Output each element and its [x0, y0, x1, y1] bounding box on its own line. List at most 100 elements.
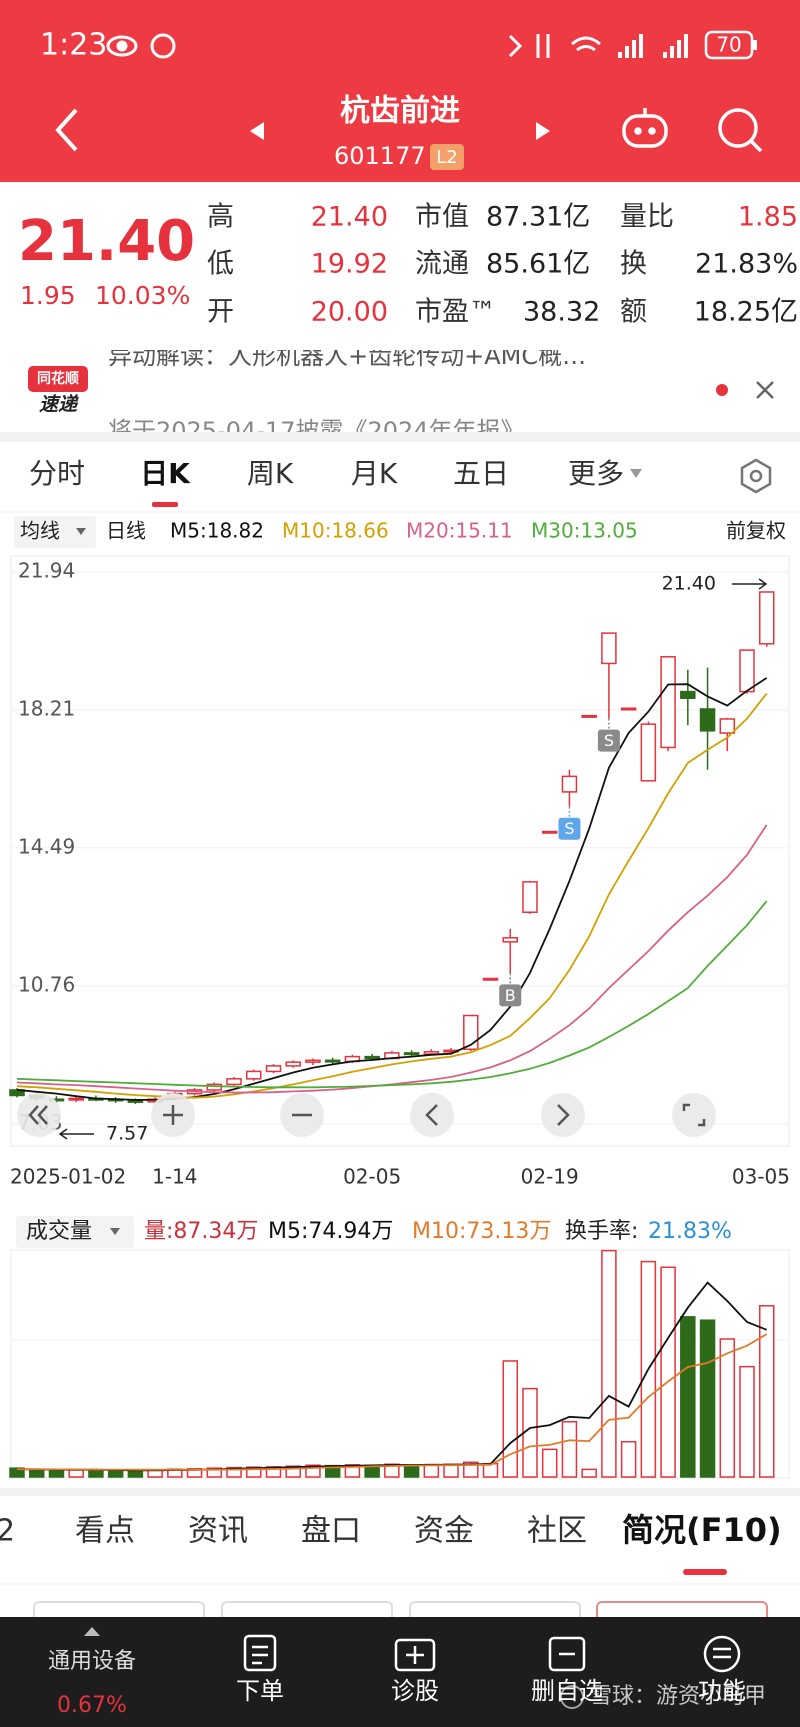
nav-item[interactable]: 下单 [236, 1677, 284, 1705]
y-tick-label: 21.94 [18, 559, 75, 583]
news-close[interactable] [756, 381, 774, 399]
candle-body [699, 708, 716, 732]
annotation: 21.40 [662, 572, 716, 594]
volume-menu[interactable]: 成交量 [26, 1219, 92, 1244]
nav-item[interactable]: 功能 [698, 1677, 746, 1705]
volume-bar [246, 1466, 262, 1478]
decoration [663, 52, 667, 58]
volume-bar [68, 1469, 84, 1478]
candle-body [739, 649, 755, 693]
stock-name: 杭齿前进 [340, 94, 460, 129]
detail-tab[interactable]: 看点 [75, 1514, 135, 1549]
candle-body [246, 1070, 262, 1080]
decoration [648, 127, 656, 135]
volume-bar [285, 1465, 301, 1478]
x-tick-label: 03-05 [732, 1165, 790, 1189]
news-banner[interactable]: 异动解读：人形机器人+齿轮传动+AMC概… 将于2025-04-17披露《202… [108, 342, 586, 445]
ma-menu-bg[interactable] [14, 516, 96, 548]
period-tab[interactable]: 月K [351, 457, 398, 490]
control-left[interactable] [410, 1093, 454, 1137]
volume-bar [206, 1467, 223, 1478]
volume-bar [601, 1249, 617, 1478]
legend-entry: M5:74.94万 [268, 1219, 393, 1244]
legend-entry: 量:87.34万 [144, 1219, 258, 1244]
decoration [508, 34, 550, 58]
annotation-arrow [732, 578, 768, 590]
control-fullscreen[interactable] [672, 1093, 716, 1137]
prev-stock[interactable] [250, 122, 264, 140]
y-tick-label: 10.76 [18, 972, 75, 996]
price-change-pct: 10.03% [95, 281, 190, 310]
decoration [670, 46, 674, 58]
volume-bar [88, 1469, 104, 1478]
candle-body [403, 1052, 420, 1056]
candle-body [561, 775, 578, 793]
ma-menu[interactable]: 均线 [20, 519, 60, 543]
news-logo-top: 同花顺 [37, 370, 79, 387]
decoration [703, 1635, 741, 1673]
period-tab[interactable]: 更多 [568, 457, 624, 490]
adjust-mode[interactable]: 前复权 [726, 519, 786, 543]
stat-value: 19.92 [311, 249, 388, 280]
ma-line [16, 692, 768, 1099]
volume-bar [680, 1316, 696, 1478]
decoration [749, 139, 763, 153]
separator [0, 1488, 800, 1496]
period-tab-active[interactable]: 日K [140, 457, 191, 490]
legend-entry: M20:15.11 [406, 519, 513, 543]
news-logo [28, 366, 88, 392]
more-caret [630, 469, 642, 478]
control-right[interactable] [541, 1093, 585, 1137]
volume-bar [699, 1319, 716, 1478]
ma-line [16, 900, 768, 1089]
volume-bar [423, 1463, 440, 1478]
volume-bar [28, 1468, 45, 1478]
sector-change: 0.67% [57, 1693, 127, 1718]
kline-chart: 21.9418.2114.4910.767.032025-01-021-1402… [9, 559, 790, 1189]
legend-entry: M5:18.82 [170, 519, 264, 543]
status-icons [106, 33, 601, 59]
candle-body [660, 656, 676, 749]
stock-code: 601177 [334, 142, 426, 170]
trade-signal [499, 984, 522, 1007]
back-button[interactable] [55, 108, 78, 152]
detail-tab[interactable]: 资金 [414, 1514, 474, 1549]
period-label: 日线 [106, 519, 146, 543]
y-tick-label: 14.49 [18, 834, 75, 858]
sector-name[interactable]: 通用设备 [48, 1649, 136, 1674]
candle-body [581, 714, 597, 718]
robot-icon[interactable] [622, 108, 668, 148]
settings-button[interactable] [740, 458, 772, 494]
stat-label: 市值 [415, 202, 469, 233]
nav-item[interactable]: 删自选 [531, 1677, 603, 1705]
nav-item[interactable]: 诊股 [391, 1677, 439, 1705]
period-tab[interactable]: 分时 [29, 457, 85, 490]
trade-signal [597, 729, 620, 752]
settings-dot [749, 469, 763, 483]
detail-tab[interactable]: 2 [0, 1514, 15, 1549]
detail-tab[interactable]: 社区 [527, 1514, 587, 1549]
decoration [163, 1105, 183, 1125]
news-dot [716, 384, 728, 396]
volume-bar [581, 1468, 597, 1478]
candle-body [226, 1078, 242, 1086]
next-stock[interactable] [536, 122, 550, 140]
period-tab[interactable]: 周K [247, 457, 294, 490]
stat-value: 20.00 [311, 297, 388, 328]
detail-tab[interactable]: 盘口 [301, 1514, 361, 1549]
stat-label: 市盈™ [415, 297, 496, 328]
detail-tab[interactable]: 资讯 [188, 1514, 248, 1549]
period-tab[interactable]: 五日 [453, 457, 509, 490]
x-tick-label: 2025-01-02 [10, 1165, 126, 1189]
watermark-logo [560, 1685, 584, 1709]
annotation: 7.57 [106, 1123, 148, 1145]
last-price: 21.40 [18, 209, 195, 274]
search-button[interactable] [718, 108, 763, 153]
decoration [634, 127, 642, 135]
stat-value: 38.32 [523, 297, 600, 328]
volume-menu-bg[interactable] [16, 1216, 134, 1248]
turnover-label: 换手率: [565, 1219, 638, 1244]
stat-label: 开 [207, 297, 234, 328]
detail-tab-active[interactable]: 简况(F10) [622, 1511, 782, 1549]
